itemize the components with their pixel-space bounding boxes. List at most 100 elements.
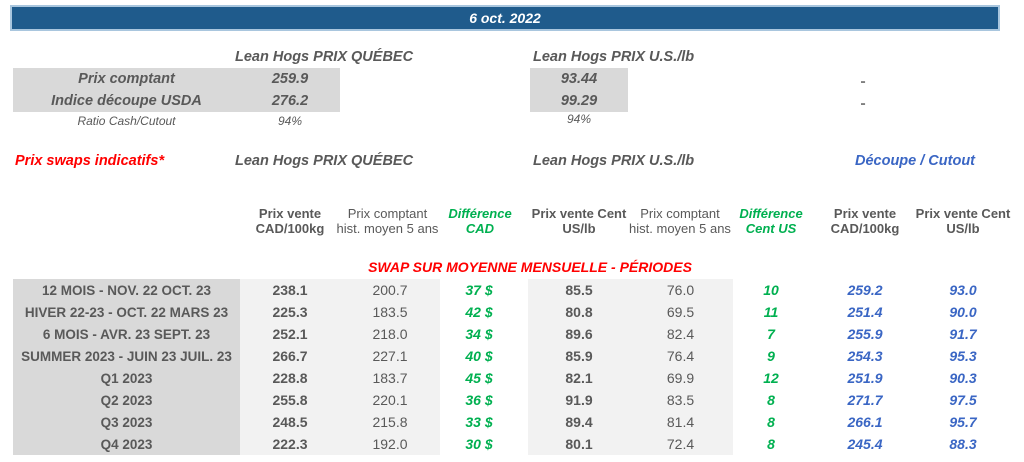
- us-hist-cell: 83.5: [666, 392, 695, 408]
- col-header-cutout-us: Prix vente Cent US/lb: [915, 205, 1011, 236]
- table-row: HIVER 22-23 - OCT. 22 MARS 23 225.3 183.…: [13, 301, 1024, 323]
- spot-quebec-value: 276.2: [271, 93, 309, 109]
- period-cell: SUMMER 2023 - JUIN 23 JUIL. 23: [21, 348, 232, 364]
- spot-quebec-header: Lean Hogs PRIX QUÉBEC: [235, 49, 414, 65]
- us-vente-cell: 80.8: [565, 304, 593, 320]
- ratio-us-value: 94%: [566, 112, 592, 126]
- cutout-cad-cell: 271.7: [847, 392, 883, 408]
- spot-us-value: 99.29: [560, 93, 598, 109]
- cutout-us-cell: 95.3: [949, 348, 977, 364]
- diff-cad-cell: 42 $: [465, 304, 493, 320]
- diff-cad-cell: 33 $: [465, 414, 493, 430]
- cad-hist-cell: 183.7: [372, 370, 408, 386]
- table-row: 6 MOIS - AVR. 23 SEPT. 23 252.1 218.0 34…: [13, 323, 1024, 345]
- cad-hist-cell: 220.1: [372, 392, 408, 408]
- us-vente-cell: 89.6: [565, 326, 593, 342]
- col-header-cutout-cad: Prix vente CAD/100kg: [830, 205, 900, 236]
- cad-vente-cell: 248.5: [272, 414, 308, 430]
- swaps-title: Prix swaps indicatifs*: [15, 153, 165, 169]
- cutout-cad-cell: 266.1: [847, 414, 883, 430]
- cutout-cad-cell: 254.3: [847, 348, 883, 364]
- cad-hist-cell: 218.0: [372, 326, 408, 342]
- cutout-us-cell: 88.3: [949, 436, 977, 452]
- section-title: SWAP SUR MOYENNE MENSUELLE - PÉRIODES: [368, 259, 692, 275]
- period-cell: Q4 2023: [100, 436, 153, 452]
- col-header-diff-cad: Différence CAD: [448, 205, 512, 236]
- col-header-cad-hist: Prix comptant hist. moyen 5 ans: [336, 205, 439, 236]
- table-row: 93.44: [530, 68, 628, 90]
- cad-vente-cell: 222.3: [272, 436, 308, 452]
- cad-hist-cell: 192.0: [372, 436, 408, 452]
- diff-cad-cell: 37 $: [465, 282, 493, 298]
- cad-hist-cell: 215.8: [372, 414, 408, 430]
- diff-us-cell: 10: [763, 282, 779, 298]
- cad-vente-cell: 228.8: [272, 370, 308, 386]
- us-hist-cell: 81.4: [666, 414, 695, 430]
- diff-cad-cell: 40 $: [465, 348, 493, 364]
- us-vente-cell: 89.4: [565, 414, 593, 430]
- us-vente-cell: 91.9: [565, 392, 593, 408]
- diff-us-cell: 7: [767, 326, 775, 342]
- spot-row-label: Indice découpe USDA: [51, 93, 202, 109]
- spot-us-value: 93.44: [560, 71, 598, 87]
- cutout-us-cell: 93.0: [949, 282, 977, 298]
- table-row: Q1 2023 228.8 183.7 45 $ 82.1 69.9 12 25…: [13, 367, 1024, 389]
- us-vente-cell: 80.1: [565, 436, 593, 452]
- ratio-label: Ratio Cash/Cutout: [77, 114, 176, 128]
- table-row: 99.29: [530, 90, 628, 112]
- cutout-us-cell: 90.0: [949, 304, 977, 320]
- period-column-band: [13, 279, 240, 455]
- us-hist-cell: 72.4: [666, 436, 695, 452]
- period-cell: Q1 2023: [100, 370, 153, 386]
- spot-quebec-block: Prix comptant 259.9 Indice découpe USDA …: [13, 68, 340, 112]
- cutout-us-cell: 90.3: [949, 370, 977, 386]
- diff-cad-cell: 36 $: [465, 392, 493, 408]
- table-row: Indice découpe USDA 276.2: [13, 90, 340, 112]
- placeholder-dash: -: [860, 95, 866, 112]
- swap-rows: 12 MOIS - NOV. 22 OCT. 23 238.1 200.7 37…: [13, 279, 1024, 455]
- cad-vente-cell: 238.1: [272, 282, 308, 298]
- table-row: Q4 2023 222.3 192.0 30 $ 80.1 72.4 8 245…: [13, 433, 1024, 455]
- us-vente-cell: 85.5: [565, 282, 593, 298]
- cutout-header: Découpe / Cutout: [854, 153, 976, 169]
- diff-us-cell: 12: [763, 370, 779, 386]
- diff-cad-cell: 45 $: [465, 370, 493, 386]
- cutout-cad-cell: 251.9: [847, 370, 883, 386]
- cad-hist-cell: 183.5: [372, 304, 408, 320]
- table-row: 12 MOIS - NOV. 22 OCT. 23 238.1 200.7 37…: [13, 279, 1024, 301]
- period-cell: Q2 2023: [100, 392, 153, 408]
- table-row: Q2 2023 255.8 220.1 36 $ 91.9 83.5 8 271…: [13, 389, 1024, 411]
- diff-us-cell: 8: [767, 414, 775, 430]
- cad-hist-cell: 200.7: [372, 282, 408, 298]
- cutout-cad-cell: 251.4: [847, 304, 883, 320]
- table-row: Q3 2023 248.5 215.8 33 $ 89.4 81.4 8 266…: [13, 411, 1024, 433]
- table-row: SUMMER 2023 - JUIN 23 JUIL. 23 266.7 227…: [13, 345, 1024, 367]
- us-hist-cell: 69.5: [666, 304, 695, 320]
- period-cell: HIVER 22-23 - OCT. 22 MARS 23: [24, 304, 229, 320]
- col-header-us-vente: Prix vente Cent US/lb: [531, 205, 627, 236]
- cad-vente-cell: 255.8: [272, 392, 308, 408]
- spot-quebec-value: 259.9: [271, 71, 309, 87]
- us-hist-cell: 69.9: [666, 370, 695, 386]
- ratio-quebec-value: 94%: [277, 114, 303, 128]
- period-cell: Q3 2023: [100, 414, 153, 430]
- cutout-us-cell: 91.7: [949, 326, 977, 342]
- cad-column-band: [240, 279, 440, 455]
- col-header-diff-us: Différence Cent US: [739, 205, 803, 236]
- placeholder-dash: -: [860, 73, 866, 90]
- diff-cad-cell: 34 $: [465, 326, 493, 342]
- swaps-quebec-header: Lean Hogs PRIX QUÉBEC: [235, 153, 414, 169]
- date-banner: 6 oct. 2022: [10, 5, 1000, 31]
- diff-us-cell: 9: [767, 348, 775, 364]
- us-hist-cell: 76.4: [666, 348, 695, 364]
- spot-us-block: 93.44 99.29: [530, 68, 628, 112]
- cad-hist-cell: 227.1: [372, 348, 408, 364]
- us-hist-cell: 76.0: [666, 282, 695, 298]
- diff-cad-cell: 30 $: [465, 436, 493, 452]
- us-vente-cell: 85.9: [565, 348, 593, 364]
- period-cell: 6 MOIS - AVR. 23 SEPT. 23: [42, 326, 211, 342]
- cutout-cad-cell: 245.4: [847, 436, 883, 452]
- cutout-cad-cell: 259.2: [847, 282, 883, 298]
- col-header-cad-vente: Prix vente CAD/100kg: [255, 205, 325, 236]
- cutout-us-cell: 95.7: [949, 414, 977, 430]
